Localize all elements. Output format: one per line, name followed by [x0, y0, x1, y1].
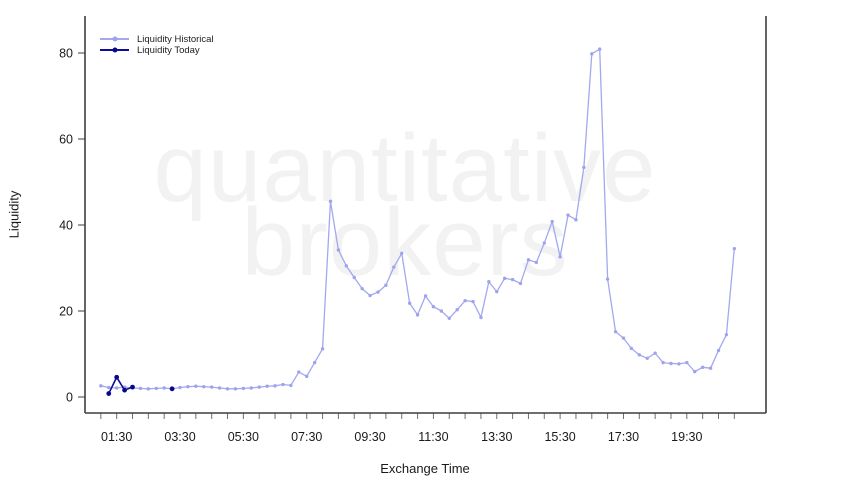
x-axis-title: Exchange Time [380, 461, 470, 476]
svg-text:0: 0 [66, 391, 73, 405]
svg-text:07:30: 07:30 [291, 430, 322, 444]
legend-item-today: Liquidity Today [100, 44, 214, 56]
legend-label-historical: Liquidity Historical [137, 33, 214, 45]
today-dot-icon [112, 47, 117, 53]
svg-text:05:30: 05:30 [228, 430, 259, 444]
historical-dot-icon [112, 36, 117, 42]
legend-label-today: Liquidity Today [137, 44, 200, 56]
svg-text:03:30: 03:30 [164, 430, 195, 444]
svg-text:40: 40 [59, 219, 73, 233]
svg-text:15:30: 15:30 [544, 430, 575, 444]
svg-text:20: 20 [59, 305, 73, 319]
historical-line-swatch [100, 36, 129, 42]
watermark-line1: quantitative [153, 115, 657, 222]
svg-text:13:30: 13:30 [481, 430, 512, 444]
svg-text:01:30: 01:30 [101, 430, 132, 444]
svg-text:60: 60 [59, 133, 73, 147]
legend-item-historical: Liquidity Historical [100, 33, 214, 45]
today-line-swatch [100, 47, 129, 53]
svg-text:09:30: 09:30 [354, 430, 385, 444]
watermark: quantitative brokers [95, 115, 715, 291]
svg-text:17:30: 17:30 [608, 430, 639, 444]
legend: Liquidity Historical Liquidity Today [100, 34, 214, 56]
y-axis-title: Liquidity [6, 190, 22, 239]
svg-text:80: 80 [59, 47, 73, 61]
svg-text:11:30: 11:30 [418, 430, 448, 444]
svg-text:19:30: 19:30 [671, 430, 702, 444]
